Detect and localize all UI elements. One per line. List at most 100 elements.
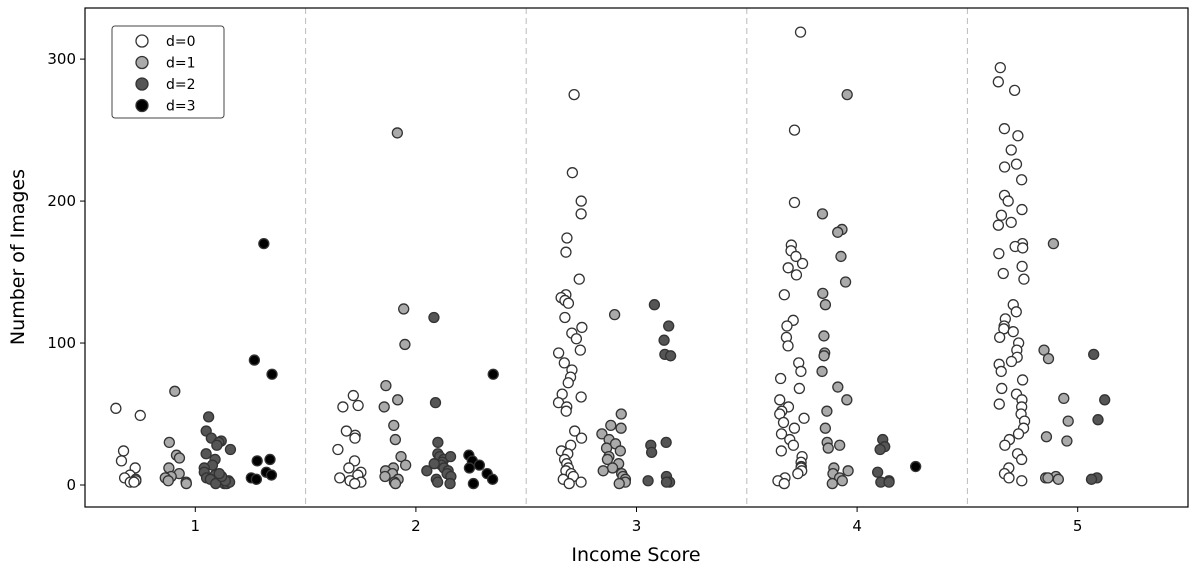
data-point-d1-cat4 bbox=[821, 405, 833, 417]
x-tick-label: 1 bbox=[191, 517, 201, 535]
data-point-d2-cat4 bbox=[872, 466, 884, 478]
data-point-d0-cat4 bbox=[778, 477, 790, 490]
data-point-d0-cat4 bbox=[778, 289, 790, 301]
data-point-d0-cat3 bbox=[570, 333, 583, 345]
data-point-d1-cat4 bbox=[826, 477, 838, 490]
data-point-d1-cat2 bbox=[398, 303, 410, 315]
data-point-d1-cat4 bbox=[819, 299, 832, 311]
data-point-d2-cat5 bbox=[1088, 348, 1100, 361]
data-point-d3-cat1 bbox=[264, 453, 276, 466]
y-tick-label: 200 bbox=[47, 192, 76, 210]
legend-label: d=2 bbox=[166, 77, 196, 93]
data-point-d1-cat2 bbox=[391, 127, 403, 139]
data-point-d0-cat3 bbox=[575, 208, 587, 220]
data-point-d0-cat4 bbox=[788, 124, 801, 136]
category-separators bbox=[305, 8, 968, 507]
data-point-d0-cat4 bbox=[793, 382, 806, 395]
data-point-d2-cat5 bbox=[1099, 394, 1111, 406]
data-point-d0-cat4 bbox=[788, 196, 801, 209]
y-ticks: 0 100 200 300 bbox=[47, 50, 85, 494]
data-point-d0-cat5 bbox=[998, 123, 1011, 135]
y-tick-label: 100 bbox=[47, 334, 76, 352]
data-point-d0-cat4 bbox=[796, 257, 809, 270]
data-point-d0-cat5 bbox=[1016, 203, 1028, 216]
legend-marker bbox=[135, 34, 149, 48]
data-point-d0-cat4 bbox=[782, 262, 794, 274]
data-point-d0-cat5 bbox=[1015, 453, 1028, 466]
legend-box bbox=[111, 25, 225, 119]
data-point-d2-cat5 bbox=[1092, 414, 1104, 426]
data-point-d1-cat4 bbox=[818, 330, 830, 342]
data-point-d0-cat3 bbox=[569, 425, 581, 437]
data-point-d3-cat2 bbox=[473, 459, 486, 471]
data-point-d1-cat4 bbox=[818, 350, 830, 362]
data-point-d1-cat1 bbox=[162, 475, 174, 487]
data-point-d2-cat3 bbox=[645, 446, 658, 458]
data-point-d1-cat4 bbox=[817, 287, 829, 299]
legend-label: d=0 bbox=[166, 34, 196, 50]
data-point-d2-cat4 bbox=[874, 443, 886, 456]
data-point-d1-cat4 bbox=[834, 439, 846, 451]
data-point-d2-cat3 bbox=[660, 476, 673, 488]
legend-marker bbox=[135, 55, 149, 70]
data-point-d1-cat2 bbox=[392, 394, 404, 406]
data-point-d1-cat2 bbox=[395, 450, 407, 463]
data-point-d1-cat3 bbox=[615, 408, 627, 420]
data-points bbox=[110, 26, 1111, 490]
data-point-d0-cat5 bbox=[1012, 428, 1025, 440]
data-point-d1-cat1 bbox=[180, 477, 192, 490]
data-point-d3-cat2 bbox=[467, 477, 480, 490]
data-point-d0-cat5 bbox=[1008, 84, 1021, 96]
data-point-d1-cat3 bbox=[596, 428, 608, 440]
legend-marker bbox=[135, 77, 149, 91]
data-point-d0-cat5 bbox=[992, 219, 1005, 231]
data-point-d2-cat3 bbox=[660, 436, 672, 449]
data-point-d2-cat1 bbox=[202, 411, 215, 423]
data-point-d1-cat2 bbox=[388, 419, 400, 432]
data-point-d1-cat1 bbox=[169, 385, 181, 397]
data-point-d0-cat3 bbox=[563, 477, 575, 490]
data-point-d3-cat1 bbox=[250, 473, 263, 485]
data-point-d0-cat5 bbox=[998, 161, 1011, 173]
data-point-d0-cat4 bbox=[775, 445, 787, 457]
data-point-d1-cat3 bbox=[605, 419, 617, 432]
data-point-d0-cat2 bbox=[332, 443, 344, 456]
data-point-d2-cat4 bbox=[883, 476, 895, 488]
y-tick-label: 300 bbox=[47, 50, 76, 68]
data-point-d0-cat5 bbox=[1005, 355, 1018, 368]
data-point-d0-cat1 bbox=[110, 402, 122, 414]
data-point-d1-cat4 bbox=[816, 208, 829, 220]
data-point-d0-cat3 bbox=[574, 344, 586, 356]
data-point-d1-cat5 bbox=[1042, 472, 1054, 484]
data-point-d0-cat5 bbox=[1016, 374, 1029, 386]
data-point-d0-cat3 bbox=[575, 432, 588, 444]
data-point-d3-cat1 bbox=[258, 238, 270, 250]
data-point-d1-cat3 bbox=[597, 465, 609, 477]
data-point-d0-cat4 bbox=[775, 428, 788, 440]
data-point-d0-cat4 bbox=[787, 439, 800, 451]
data-point-d0-cat2 bbox=[349, 432, 361, 444]
data-point-d0-cat4 bbox=[795, 365, 807, 378]
data-point-d1-cat3 bbox=[613, 477, 625, 490]
data-point-d1-cat3 bbox=[601, 453, 614, 466]
data-point-d0-cat5 bbox=[1018, 273, 1030, 285]
data-point-d0-cat1 bbox=[128, 476, 140, 488]
data-point-d0-cat3 bbox=[560, 405, 572, 417]
data-point-d3-cat1 bbox=[265, 469, 278, 481]
data-point-d1-cat5 bbox=[1040, 431, 1053, 443]
data-point-d0-cat5 bbox=[1007, 326, 1019, 338]
data-point-d0-cat2 bbox=[343, 462, 355, 474]
data-point-d0-cat5 bbox=[994, 61, 1006, 74]
x-tick-label: 3 bbox=[632, 517, 642, 535]
data-point-d0-cat5 bbox=[1005, 144, 1017, 156]
data-point-d0-cat3 bbox=[573, 273, 585, 285]
data-point-d1-cat4 bbox=[832, 381, 844, 393]
data-point-d2-cat2 bbox=[431, 476, 444, 488]
data-point-d0-cat5 bbox=[1016, 260, 1028, 273]
data-point-d2-cat3 bbox=[642, 475, 654, 487]
data-point-d0-cat5 bbox=[1002, 195, 1014, 207]
data-point-d2-cat2 bbox=[444, 450, 457, 463]
data-point-d0-cat5 bbox=[1012, 130, 1024, 142]
data-point-d0-cat3 bbox=[575, 476, 587, 488]
data-point-d0-cat5 bbox=[1003, 472, 1015, 484]
